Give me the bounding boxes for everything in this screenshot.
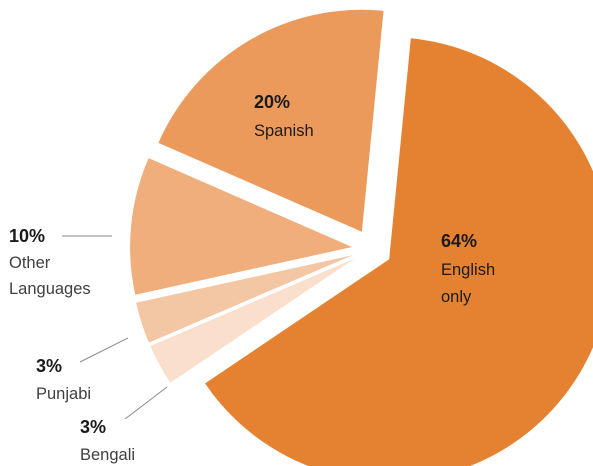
slice-other-languages [130,158,353,295]
bengali-name-label: Bengali [80,446,135,464]
punjabi-percent-label: 3% [36,356,62,376]
other-languages-percent-label: 10% [9,226,45,246]
english-name-label-line2: only [441,288,472,306]
other-languages-name-label-line2: Languages [9,280,91,298]
spanish-name-label: Spanish [254,122,314,140]
leader-line-bengali [124,386,168,420]
slice-bengali [150,258,355,383]
english-percent-label: 64% [441,231,477,251]
slice-english-only [205,38,593,466]
english-name-label-line1: English [441,261,495,279]
punjabi-name-label: Punjabi [36,385,91,403]
spanish-percent-label: 20% [254,92,290,112]
slice-spanish [158,9,384,232]
leader-line-punjabi [79,337,129,363]
slice-punjabi [136,255,353,343]
bengali-percent-label: 3% [80,417,106,437]
other-languages-name-label-line1: Other [9,254,51,272]
